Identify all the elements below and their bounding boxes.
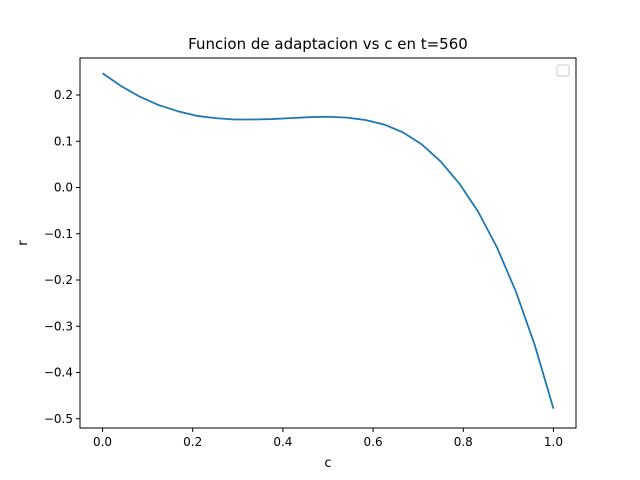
y-tick-label: −0.1	[44, 227, 73, 241]
y-tick-label: −0.3	[44, 319, 73, 333]
x-tick-label: 0.4	[273, 435, 292, 449]
legend-box	[556, 64, 570, 77]
y-tick-label: 0.1	[54, 134, 73, 148]
chart-title: Funcion de adaptacion vs c en t=560	[188, 35, 468, 53]
y-tick-label: −0.5	[44, 412, 73, 426]
x-tick-label: 1.0	[544, 435, 563, 449]
x-tick-label: 0.8	[454, 435, 473, 449]
plot-area	[102, 72, 555, 409]
plot-frame	[79, 57, 577, 429]
axis-ticks: 0.0 0.2 0.4 0.6 0.8 1.0 0.2 0.1 0.0 −0.1 −0.2 −0.3 −…	[44, 88, 563, 449]
y-tick-label: 0.0	[54, 181, 73, 195]
y-tick-label: −0.4	[44, 366, 73, 380]
y-tick-label: 0.2	[54, 88, 73, 102]
x-tick-label: 0.2	[183, 435, 202, 449]
y-tick-label: −0.2	[44, 273, 73, 287]
y-axis-label: r	[16, 240, 31, 246]
series-line-0	[102, 72, 555, 409]
x-tick-label: 0.0	[93, 435, 112, 449]
x-tick-label: 0.6	[364, 435, 383, 449]
x-axis-label: c	[324, 456, 331, 471]
